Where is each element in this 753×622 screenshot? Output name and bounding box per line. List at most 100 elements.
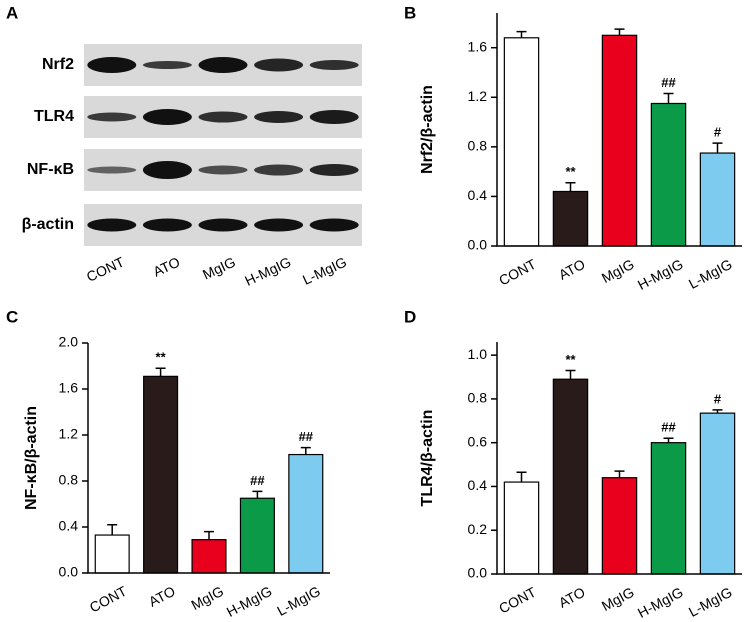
bar bbox=[699, 412, 736, 575]
y-tick-label: 1.6 bbox=[59, 380, 79, 396]
y-axis-label: NF-κB/β-actin bbox=[23, 406, 40, 510]
y-tick-label: 0.4 bbox=[468, 187, 488, 203]
blot-band bbox=[87, 112, 137, 122]
error-bar bbox=[614, 28, 625, 36]
significance-label: ## bbox=[661, 75, 676, 90]
blot-band bbox=[309, 218, 359, 232]
x-tick-label: CONT bbox=[87, 583, 130, 616]
error-bar bbox=[712, 142, 723, 154]
x-tick-label: ATO bbox=[556, 584, 588, 611]
y-tick-label: 0.2 bbox=[468, 521, 488, 537]
blot-lane-label: H-MgIG bbox=[242, 254, 293, 289]
panel-label: C bbox=[6, 307, 18, 326]
significance-label: # bbox=[714, 125, 722, 140]
error-bar bbox=[663, 92, 674, 104]
blot-band bbox=[87, 166, 137, 174]
x-tick-label: H-MgIG bbox=[224, 583, 275, 620]
axis bbox=[87, 343, 330, 574]
error-bar bbox=[155, 367, 166, 377]
blot-row-label: NF-κB bbox=[27, 161, 74, 178]
significance-label: ## bbox=[250, 473, 265, 488]
error-bar bbox=[300, 446, 311, 455]
blot-band bbox=[142, 161, 192, 179]
bar bbox=[94, 534, 130, 574]
significance-label: ## bbox=[661, 420, 676, 435]
x-tick-label: CONT bbox=[496, 584, 539, 617]
x-tick-label: L-MgIG bbox=[686, 256, 735, 292]
error-bar bbox=[204, 530, 214, 540]
blot-lane-label: MgIG bbox=[200, 254, 238, 283]
bar bbox=[601, 34, 638, 247]
axis bbox=[496, 13, 742, 247]
significance-label: ** bbox=[565, 352, 576, 367]
x-tick-label: ATO bbox=[146, 583, 178, 610]
blot-row-label: TLR4 bbox=[34, 108, 74, 125]
bar bbox=[601, 477, 638, 575]
blot-lane-label: ATO bbox=[151, 254, 183, 280]
significance-label: ** bbox=[156, 350, 167, 365]
y-tick-label: 1.2 bbox=[468, 88, 488, 104]
y-tick-label: 1.6 bbox=[468, 38, 488, 54]
bar bbox=[239, 497, 275, 574]
y-tick-label: 0.4 bbox=[59, 518, 79, 534]
bar bbox=[552, 190, 589, 247]
x-tick-label: L-MgIG bbox=[274, 583, 323, 619]
bar bbox=[288, 453, 324, 574]
y-tick-label: 0.0 bbox=[468, 237, 488, 253]
blot-lane-label: L-MgIG bbox=[300, 254, 349, 288]
panel-label: B bbox=[404, 3, 416, 22]
significance-label: ## bbox=[299, 429, 314, 444]
blot-band bbox=[142, 109, 192, 125]
y-tick-label: 0.6 bbox=[468, 433, 488, 449]
error-bar bbox=[565, 182, 576, 192]
blot-band bbox=[309, 110, 359, 124]
error-bar bbox=[516, 30, 527, 38]
y-tick-label: 0.8 bbox=[468, 138, 488, 154]
x-tick-label: CONT bbox=[496, 256, 539, 289]
bar bbox=[503, 481, 540, 575]
blot-band bbox=[309, 164, 359, 176]
bar bbox=[650, 102, 687, 247]
blot-band bbox=[142, 61, 192, 69]
significance-label: ** bbox=[565, 164, 576, 179]
y-tick-label: 0.0 bbox=[468, 565, 488, 581]
blot-band bbox=[198, 218, 248, 232]
y-tick-label: 2.0 bbox=[59, 334, 79, 350]
y-tick-label: 1.0 bbox=[468, 346, 488, 362]
panel-label: D bbox=[404, 307, 416, 326]
x-tick-label: MgIG bbox=[188, 583, 226, 613]
bar bbox=[503, 37, 540, 247]
y-tick-label: 1.2 bbox=[59, 426, 79, 442]
error-bar bbox=[712, 409, 723, 414]
blot-band bbox=[198, 165, 248, 175]
x-tick-label: L-MgIG bbox=[686, 584, 735, 620]
y-tick-label: 0.4 bbox=[468, 477, 488, 493]
x-tick-label: MgIG bbox=[599, 584, 637, 614]
blot-row-label: Nrf2 bbox=[42, 56, 74, 73]
y-tick-label: 0.0 bbox=[59, 564, 79, 580]
y-tick-label: 0.8 bbox=[468, 390, 488, 406]
bar bbox=[143, 375, 179, 574]
x-tick-label: ATO bbox=[556, 256, 588, 283]
blot-band bbox=[254, 58, 304, 72]
x-tick-label: MgIG bbox=[599, 256, 637, 286]
bar bbox=[650, 442, 687, 575]
blot-band bbox=[198, 111, 248, 123]
blot-row-label: β-actin bbox=[22, 216, 74, 233]
bar bbox=[552, 378, 589, 575]
x-tick-label: H-MgIG bbox=[635, 584, 686, 621]
blot-band bbox=[87, 57, 137, 73]
y-axis-label: TLR4/β-actin bbox=[419, 410, 436, 507]
axis bbox=[496, 342, 742, 575]
error-bar bbox=[252, 490, 263, 499]
y-axis-label: Nrf2/β-actin bbox=[419, 85, 436, 174]
blot-band bbox=[142, 218, 192, 232]
blot-band bbox=[309, 60, 359, 70]
blot-band bbox=[254, 218, 304, 232]
blot-band bbox=[87, 218, 137, 232]
error-bar bbox=[663, 437, 674, 443]
error-bar bbox=[614, 470, 625, 478]
x-tick-label: H-MgIG bbox=[635, 256, 686, 293]
blot-lane-label: CONT bbox=[84, 253, 127, 284]
